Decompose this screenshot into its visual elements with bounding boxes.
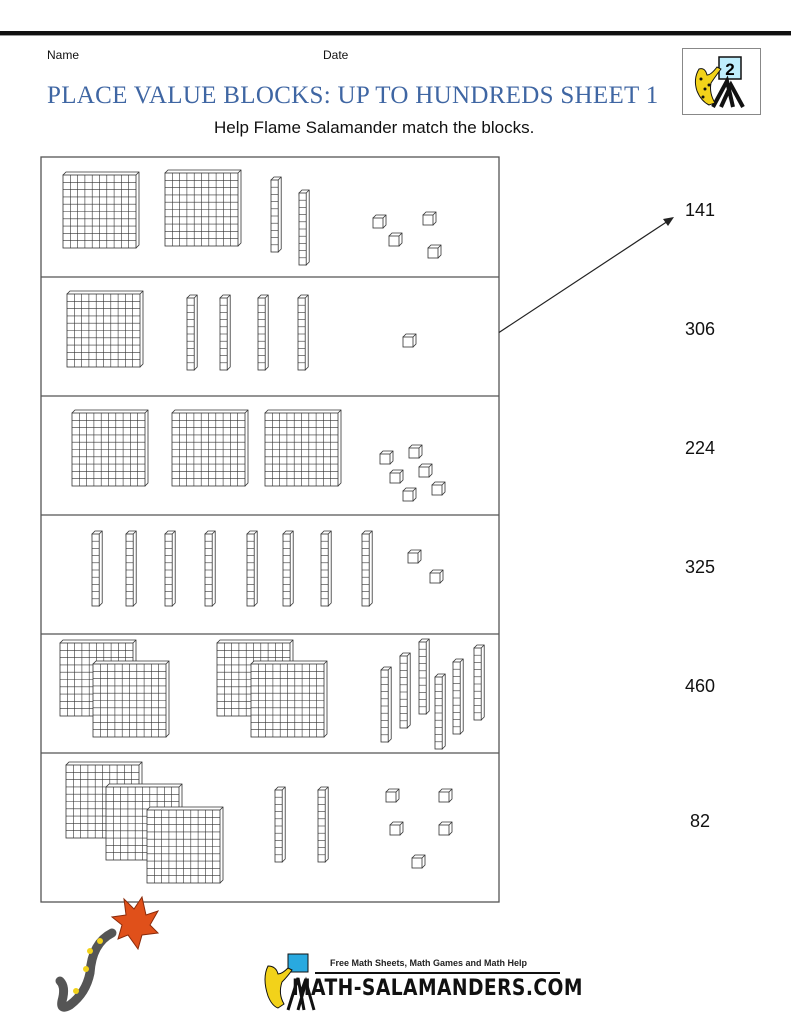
ten-rod xyxy=(434,673,446,750)
one-cube xyxy=(402,333,417,348)
name-label: Name xyxy=(47,48,80,62)
top-rule xyxy=(0,31,791,36)
footer-rule xyxy=(315,972,560,974)
footer-site-name: MATH-SALAMANDERS.COM xyxy=(292,976,583,1001)
answer-number[interactable]: 224 xyxy=(684,438,716,458)
ten-rod xyxy=(320,530,332,607)
hundred-block xyxy=(264,409,342,487)
ten-rod xyxy=(270,176,282,253)
ten-rod xyxy=(204,530,216,607)
one-cube xyxy=(438,788,453,803)
ten-rod xyxy=(297,294,309,371)
ten-rod xyxy=(257,294,269,371)
example-match-arrow xyxy=(498,217,674,334)
svg-text:2: 2 xyxy=(725,60,734,79)
hundred-block xyxy=(62,171,140,249)
instructions: Help Flame Salamander match the blocks. xyxy=(214,118,535,137)
one-cube xyxy=(431,481,446,496)
ten-rod xyxy=(186,294,198,371)
one-cube xyxy=(372,214,387,229)
one-cube xyxy=(402,487,417,502)
salamander-logo: 2 xyxy=(682,48,761,115)
hundred-block xyxy=(250,660,328,738)
one-cube xyxy=(379,450,394,465)
answer-number[interactable]: 306 xyxy=(684,319,716,339)
ten-rod xyxy=(246,530,258,607)
ten-rod xyxy=(473,644,485,721)
hundred-block xyxy=(146,806,224,884)
blocks-box xyxy=(40,156,500,903)
hundred-block xyxy=(164,169,242,247)
one-cube xyxy=(438,821,453,836)
one-cube xyxy=(427,244,442,259)
answer-number[interactable]: 82 xyxy=(689,811,711,831)
ten-rod xyxy=(164,530,176,607)
one-cube xyxy=(422,211,437,226)
page-title: PLACE VALUE BLOCKS: UP TO HUNDREDS SHEET… xyxy=(47,82,659,109)
ten-rod xyxy=(274,786,286,863)
ten-rod xyxy=(298,189,310,266)
one-cube xyxy=(411,854,426,869)
one-cube xyxy=(407,549,422,564)
hundred-block xyxy=(171,409,249,487)
flame-salamander-mascot xyxy=(52,893,162,1023)
date-label: Date xyxy=(323,48,349,62)
hundred-block xyxy=(92,660,170,738)
ten-rod xyxy=(282,530,294,607)
hundred-block xyxy=(66,290,144,368)
ten-rod xyxy=(418,638,430,715)
answer-number[interactable]: 325 xyxy=(684,557,716,577)
ten-rod xyxy=(361,530,373,607)
ten-rod xyxy=(125,530,137,607)
ten-rod xyxy=(399,652,411,729)
one-cube xyxy=(385,788,400,803)
answer-number[interactable]: 460 xyxy=(684,676,716,696)
ten-rod xyxy=(380,666,392,743)
one-cube xyxy=(408,444,423,459)
footer-tagline: Free Math Sheets, Math Games and Math He… xyxy=(330,958,528,968)
footer-logo xyxy=(258,950,318,1024)
answer-number[interactable]: 141 xyxy=(684,200,716,220)
one-cube xyxy=(429,569,444,584)
one-cube xyxy=(389,821,404,836)
one-cube xyxy=(389,469,404,484)
ten-rod xyxy=(219,294,231,371)
hundred-block xyxy=(71,409,149,487)
one-cube xyxy=(388,232,403,247)
ten-rod xyxy=(452,658,464,735)
one-cube xyxy=(418,463,433,478)
ten-rod xyxy=(91,530,103,607)
ten-rod xyxy=(317,786,329,863)
